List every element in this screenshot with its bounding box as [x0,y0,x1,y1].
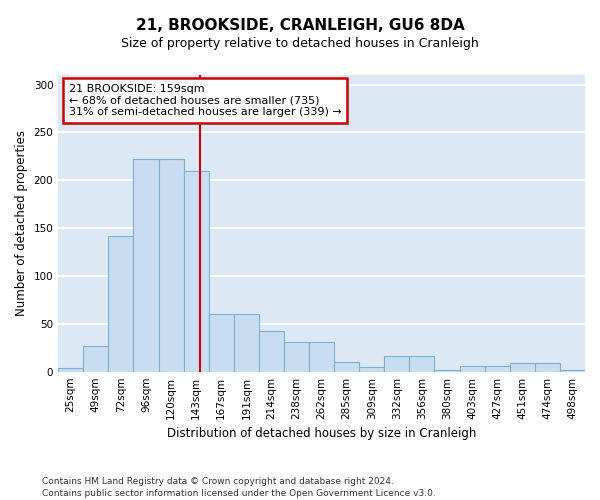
Bar [309,342,334,372]
Bar [434,370,460,372]
Bar [485,366,510,372]
Bar [359,367,385,372]
Bar [284,342,309,372]
Bar [133,159,158,372]
Text: 21, BROOKSIDE, CRANLEIGH, GU6 8DA: 21, BROOKSIDE, CRANLEIGH, GU6 8DA [136,18,464,32]
Bar [460,366,485,372]
Bar [234,314,259,372]
Text: Contains public sector information licensed under the Open Government Licence v3: Contains public sector information licen… [42,489,436,498]
Bar [209,314,234,372]
Bar [334,362,359,372]
Y-axis label: Number of detached properties: Number of detached properties [15,130,28,316]
Bar [109,236,133,372]
Text: Contains HM Land Registry data © Crown copyright and database right 2024.: Contains HM Land Registry data © Crown c… [42,478,394,486]
Text: Size of property relative to detached houses in Cranleigh: Size of property relative to detached ho… [121,38,479,51]
X-axis label: Distribution of detached houses by size in Cranleigh: Distribution of detached houses by size … [167,427,476,440]
Bar [158,159,184,372]
Bar [259,330,284,372]
Bar [83,346,109,372]
Bar [560,370,585,372]
Bar [409,356,434,372]
Bar [184,170,209,372]
Bar [510,363,535,372]
Text: 21 BROOKSIDE: 159sqm
← 68% of detached houses are smaller (735)
31% of semi-deta: 21 BROOKSIDE: 159sqm ← 68% of detached h… [69,84,341,117]
Bar [58,368,83,372]
Bar [535,363,560,372]
Bar [385,356,409,372]
